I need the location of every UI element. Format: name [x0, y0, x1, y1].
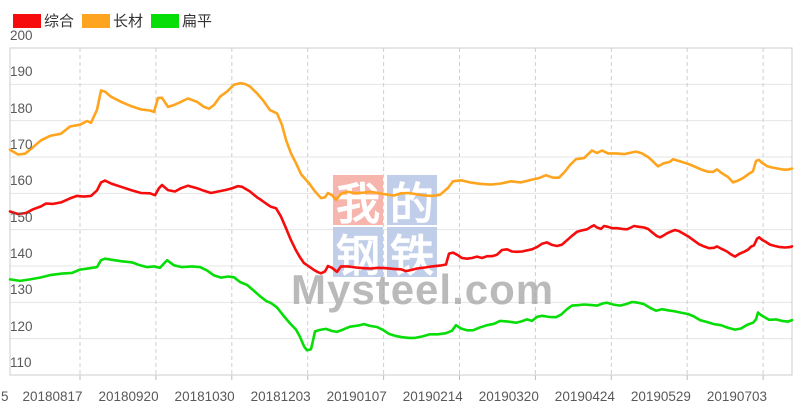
legend-swatch-composite — [13, 13, 41, 28]
series-line-composite — [8, 179, 794, 275]
legend-item-composite[interactable]: 综合 — [13, 10, 74, 31]
plot-hover-area[interactable] — [10, 48, 792, 375]
legend-item-flat-steel[interactable]: 扁平 — [151, 10, 212, 31]
legend: 综合 长材 扁平 — [13, 10, 220, 31]
legend-item-long-steel[interactable]: 长材 — [82, 10, 143, 31]
legend-label-flat-steel: 扁平 — [182, 13, 213, 30]
legend-swatch-flat-steel — [151, 13, 180, 28]
legend-swatch-long-steel — [82, 13, 111, 28]
legend-label-composite: 综合 — [44, 13, 75, 30]
series-line-flat-steel — [8, 257, 794, 352]
legend-label-long-steel: 长材 — [113, 13, 144, 30]
